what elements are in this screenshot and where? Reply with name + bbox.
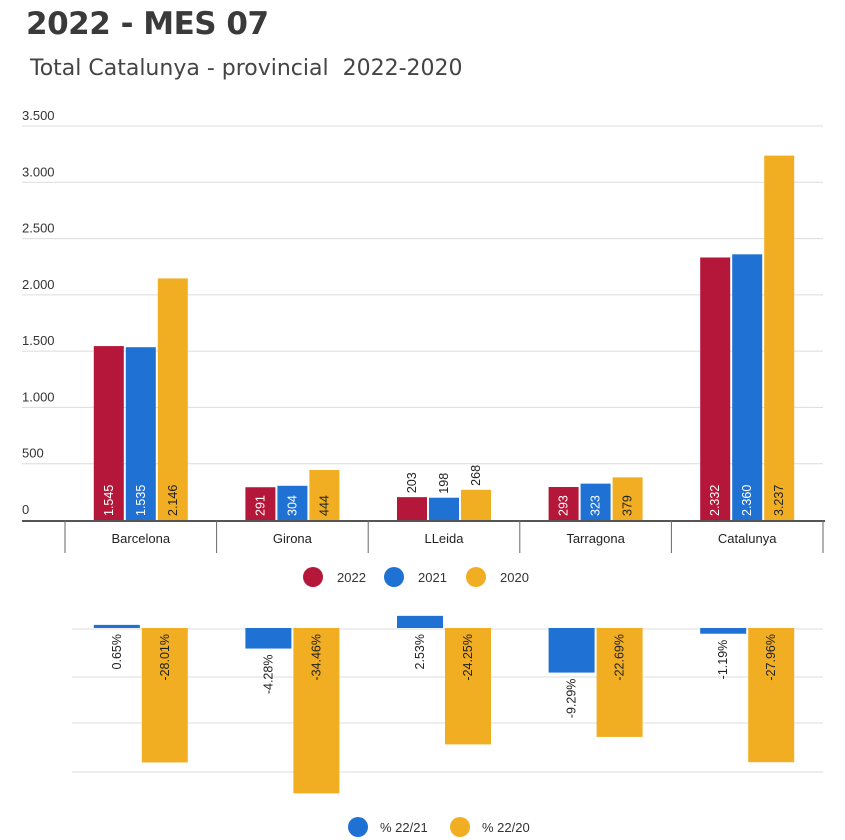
data-label: -9.29% [565, 679, 579, 719]
legend-marker [384, 567, 404, 587]
legend-marker [303, 567, 323, 587]
legend-marker [348, 817, 368, 837]
data-label: 198 [437, 473, 451, 494]
bar [397, 497, 427, 520]
data-label: 268 [469, 465, 483, 486]
bar [125, 347, 156, 520]
data-label: 2.360 [740, 485, 754, 516]
data-label: -1.19% [716, 640, 730, 680]
legend-marker [466, 567, 486, 587]
data-label: -34.46% [309, 634, 323, 681]
legend-label: 2022 [337, 570, 366, 585]
bar [700, 257, 731, 520]
data-label: 203 [405, 472, 419, 493]
y-tick-label: 0 [22, 502, 29, 517]
bar [309, 470, 340, 520]
data-label: 2.332 [708, 485, 722, 516]
bar [293, 628, 340, 794]
x-tick-label: Tarragona [566, 531, 625, 546]
data-label: 323 [589, 495, 603, 516]
legend-marker [450, 817, 470, 837]
data-label: 293 [557, 495, 571, 516]
y-tick-label: 2.500 [22, 221, 55, 236]
data-label: 304 [285, 495, 299, 516]
x-tick-label: LLeida [424, 531, 464, 546]
x-tick-label: Catalunya [718, 531, 777, 546]
y-tick-label: 1.000 [22, 389, 55, 404]
y-tick-label: 3.000 [22, 164, 55, 179]
bar [580, 483, 611, 520]
page-subtitle: Total Catalunya - provincial 2022-2020 [30, 56, 463, 81]
y-tick-label: 2.000 [22, 277, 55, 292]
bar [700, 628, 747, 634]
bar [93, 624, 140, 628]
bar [548, 487, 579, 520]
legend-label: % 22/20 [482, 820, 530, 835]
bar [397, 615, 443, 628]
data-label: -22.69% [613, 634, 627, 681]
bar [429, 497, 459, 520]
bar [612, 477, 643, 520]
y-tick-label: 1.500 [22, 333, 55, 348]
bar [764, 155, 795, 520]
legend-label: % 22/21 [380, 820, 428, 835]
bar [548, 628, 595, 673]
y-tick-label: 3.500 [22, 108, 55, 123]
page-title: 2022 - MES 07 [26, 6, 269, 42]
data-label: -27.96% [764, 634, 778, 681]
bar [596, 628, 643, 737]
data-label: 1.545 [102, 485, 116, 516]
data-label: 2.146 [166, 485, 180, 516]
bar [445, 628, 491, 745]
bar [461, 489, 491, 520]
bar [93, 346, 124, 520]
data-label: -24.25% [461, 634, 475, 681]
bar [245, 628, 292, 649]
bar [732, 254, 763, 520]
bar [141, 628, 188, 763]
data-label: -28.01% [158, 634, 172, 681]
data-label: 2.53% [413, 634, 427, 669]
bar [277, 485, 308, 520]
data-label: 291 [253, 495, 267, 516]
bar [157, 278, 188, 520]
data-label: 1.535 [134, 485, 148, 516]
x-tick-label: Barcelona [112, 531, 171, 546]
bar [245, 487, 276, 520]
legend-label: 2021 [418, 570, 447, 585]
x-tick-label: Girona [273, 531, 313, 546]
data-label: 379 [621, 495, 635, 516]
data-label: 0.65% [110, 634, 124, 669]
data-label: 444 [317, 495, 331, 516]
y-tick-label: 500 [22, 446, 44, 461]
data-label: 3.237 [772, 485, 786, 516]
data-label: -4.28% [261, 655, 275, 695]
bar [748, 628, 795, 763]
legend-label: 2020 [500, 570, 529, 585]
